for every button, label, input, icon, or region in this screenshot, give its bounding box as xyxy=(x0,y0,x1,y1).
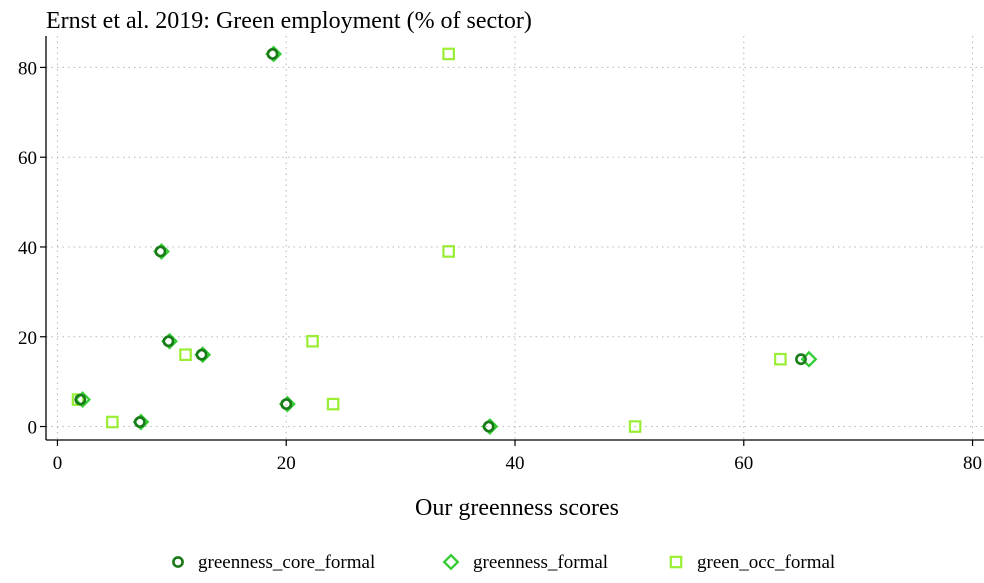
x-tick-label: 20 xyxy=(277,453,296,474)
legend-marker-square xyxy=(669,555,683,569)
diamond-point xyxy=(74,391,92,409)
circle-point xyxy=(266,48,279,60)
square-point xyxy=(106,415,119,429)
x-tick-label: 0 xyxy=(53,453,63,474)
y-tick-label: 40 xyxy=(18,238,37,259)
x-tick-label: 40 xyxy=(506,453,525,474)
legend-label: greenness_formal xyxy=(473,552,608,573)
circle-point xyxy=(795,353,807,366)
y-tick-label: 80 xyxy=(18,58,37,79)
tick-labels: 0 20 40 60 80 0 20 40 60 80 xyxy=(18,58,982,474)
circle-point xyxy=(133,416,146,428)
circle-point xyxy=(162,335,175,348)
square-point xyxy=(442,47,455,61)
square-point xyxy=(628,420,642,433)
x-tick-label: 80 xyxy=(963,453,982,474)
circle-point xyxy=(280,398,293,410)
square-point xyxy=(326,397,340,411)
legend-marker-diamond xyxy=(442,553,460,571)
circle-point xyxy=(482,420,495,433)
legend-label: green_occ_formal xyxy=(697,552,835,573)
legend-marker-circle xyxy=(172,556,184,568)
square-point xyxy=(442,245,455,258)
gridlines xyxy=(46,36,984,440)
axes xyxy=(40,36,984,446)
circle-point xyxy=(74,393,87,406)
x-tick-label: 60 xyxy=(734,453,753,474)
y-tick-label: 20 xyxy=(18,328,37,349)
square-point xyxy=(774,352,787,366)
legend: greenness_core_formal greenness_formal gre… xyxy=(172,552,835,573)
x-axis-title: Our greenness scores xyxy=(415,495,619,521)
y-tick-label: 0 xyxy=(28,418,38,439)
circle-point xyxy=(154,245,167,258)
circle-point xyxy=(195,348,208,361)
square-point xyxy=(306,334,319,348)
data-points xyxy=(71,45,818,435)
square-point xyxy=(179,348,192,362)
legend-label: greenness_core_formal xyxy=(198,552,375,573)
chart-title: Ernst et al. 2019: Green employment (% o… xyxy=(46,8,532,34)
y-tick-label: 60 xyxy=(18,148,37,169)
